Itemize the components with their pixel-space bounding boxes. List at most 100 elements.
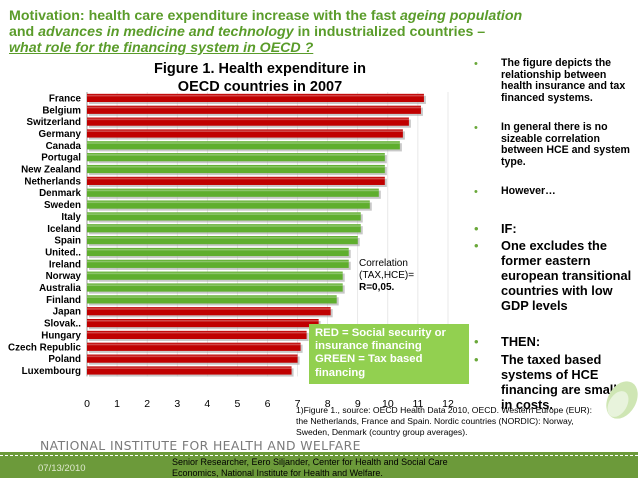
bullet-item: • The figure depicts the relationship bet… <box>474 57 634 104</box>
header-line2c: in industrialized countries – <box>293 24 486 40</box>
health-expenditure-chart: FranceBelgiumSwitzerlandGermanyCanadaPor… <box>8 92 454 410</box>
x-tick-label: 1 <box>114 398 120 410</box>
x-tick-label: 8 <box>325 398 331 410</box>
bullet-dot-icon: • <box>474 352 479 367</box>
bullet-item: • THEN: <box>474 334 634 349</box>
header-line1: Motivation: health care expenditure incr… <box>9 8 401 24</box>
footer-note: Senior Researcher, Eero Siljander, Cente… <box>172 457 448 478</box>
category-label: New Zealand <box>21 165 81 176</box>
bar-highlight <box>87 225 361 227</box>
bar-highlight <box>87 296 337 298</box>
x-tick-label: 6 <box>265 398 271 410</box>
category-label: Canada <box>46 141 82 152</box>
bar <box>87 188 379 197</box>
category-label: Italy <box>61 212 81 223</box>
category-label: Germany <box>39 129 82 140</box>
bar <box>87 236 358 245</box>
bar-highlight <box>87 213 361 215</box>
header-italic-advances: advances in medicine and technology <box>38 24 294 40</box>
bar-highlight <box>87 237 358 239</box>
bar-highlight <box>87 189 379 192</box>
slide-header: Motivation: health care expenditure incr… <box>9 8 609 56</box>
bar <box>87 259 349 268</box>
bullet-dot-icon: • <box>474 334 479 349</box>
category-label: Denmark <box>39 188 81 199</box>
correlation-note: Correlation (TAX,HCE)= R=0,05. <box>359 258 414 294</box>
bullet-text: The taxed based systems of HCE financing… <box>501 352 630 412</box>
bullet-text: THEN: <box>501 334 541 349</box>
x-tick-label: 10 <box>382 398 394 410</box>
category-label: Belgium <box>42 105 81 116</box>
category-label: Portugal <box>41 153 81 164</box>
bar <box>87 164 385 174</box>
figure-title: Figure 1. Health expenditure in OECD cou… <box>110 60 410 96</box>
bar <box>87 342 301 351</box>
footer-bar <box>0 452 638 478</box>
bar-highlight <box>87 201 370 204</box>
bullet-dot-icon: • <box>474 186 478 198</box>
category-label: Slovak.. <box>44 319 81 330</box>
bar-highlight <box>87 248 349 251</box>
bullet-text: The figure depicts the relationship betw… <box>501 57 626 104</box>
bar-highlight <box>87 118 409 121</box>
footer-date: 07/13/2010 <box>38 463 86 474</box>
bar <box>87 307 331 316</box>
leaf-logo-icon <box>606 381 638 419</box>
header-line2a: and <box>9 24 39 40</box>
bullet-item: • One excludes the former eastern europea… <box>474 238 634 313</box>
category-label: Spain <box>54 236 81 247</box>
bar-highlight <box>87 331 307 334</box>
legend-green-text: GREEN = Tax based financing <box>315 353 423 379</box>
correlation-line1: Correlation <box>359 258 408 269</box>
bar-highlight <box>87 260 349 263</box>
bar <box>87 354 298 363</box>
bar <box>87 200 370 209</box>
category-label: United.. <box>45 247 81 258</box>
bar <box>87 117 409 126</box>
financing-legend: RED = Social security or insurance finan… <box>309 324 469 384</box>
bullet-text: In general there is no sizeable correlat… <box>501 121 630 168</box>
bar <box>87 153 385 162</box>
category-label: Finland <box>46 295 81 306</box>
bar-highlight <box>87 343 301 346</box>
bar-highlight <box>87 165 385 168</box>
bar <box>87 295 337 304</box>
category-label: Switzerland <box>27 117 81 128</box>
bar-highlight <box>87 130 403 132</box>
x-tick-label: 12 <box>442 398 454 410</box>
bar <box>87 330 307 340</box>
header-question: what role for the financing system in OE… <box>9 40 314 56</box>
bullet-item: • However… <box>474 185 634 198</box>
x-tick-label: 5 <box>234 398 240 410</box>
bar-highlight <box>87 367 292 369</box>
bullet-text: IF: <box>501 221 517 236</box>
category-label: Netherlands <box>24 176 81 187</box>
bullet-item: • IF: <box>474 221 634 236</box>
bar-highlight <box>87 106 421 109</box>
header-italic-ageing: ageing population <box>400 8 523 24</box>
bar <box>87 283 343 292</box>
bar <box>87 366 292 375</box>
bullet-dot-icon: • <box>474 238 479 253</box>
bullet-text: One excludes the former eastern european… <box>501 238 632 313</box>
bullet-dot-icon: • <box>474 58 478 70</box>
x-tick-label: 11 <box>412 398 423 410</box>
category-label: Luxembourg <box>22 366 81 377</box>
bar <box>87 93 424 103</box>
x-tick-label: 4 <box>204 398 210 410</box>
bar <box>87 271 343 280</box>
category-label: Hungary <box>41 330 81 341</box>
x-tick-label: 3 <box>174 398 180 410</box>
correlation-line2: (TAX,HCE)= <box>359 270 415 281</box>
footer-divider <box>0 455 638 456</box>
correlation-value: R=0,05. <box>359 282 395 293</box>
bar-highlight <box>87 142 400 144</box>
category-label: Ireland <box>49 259 81 270</box>
category-label: Iceland <box>47 224 81 235</box>
bar <box>87 224 361 233</box>
bar <box>87 129 403 138</box>
category-label: Czech Republic <box>8 342 81 353</box>
category-label: Sweden <box>44 200 81 211</box>
source-note: 1)Figure 1., source: OECD Health Data 20… <box>296 405 592 437</box>
bar-highlight <box>87 272 343 275</box>
